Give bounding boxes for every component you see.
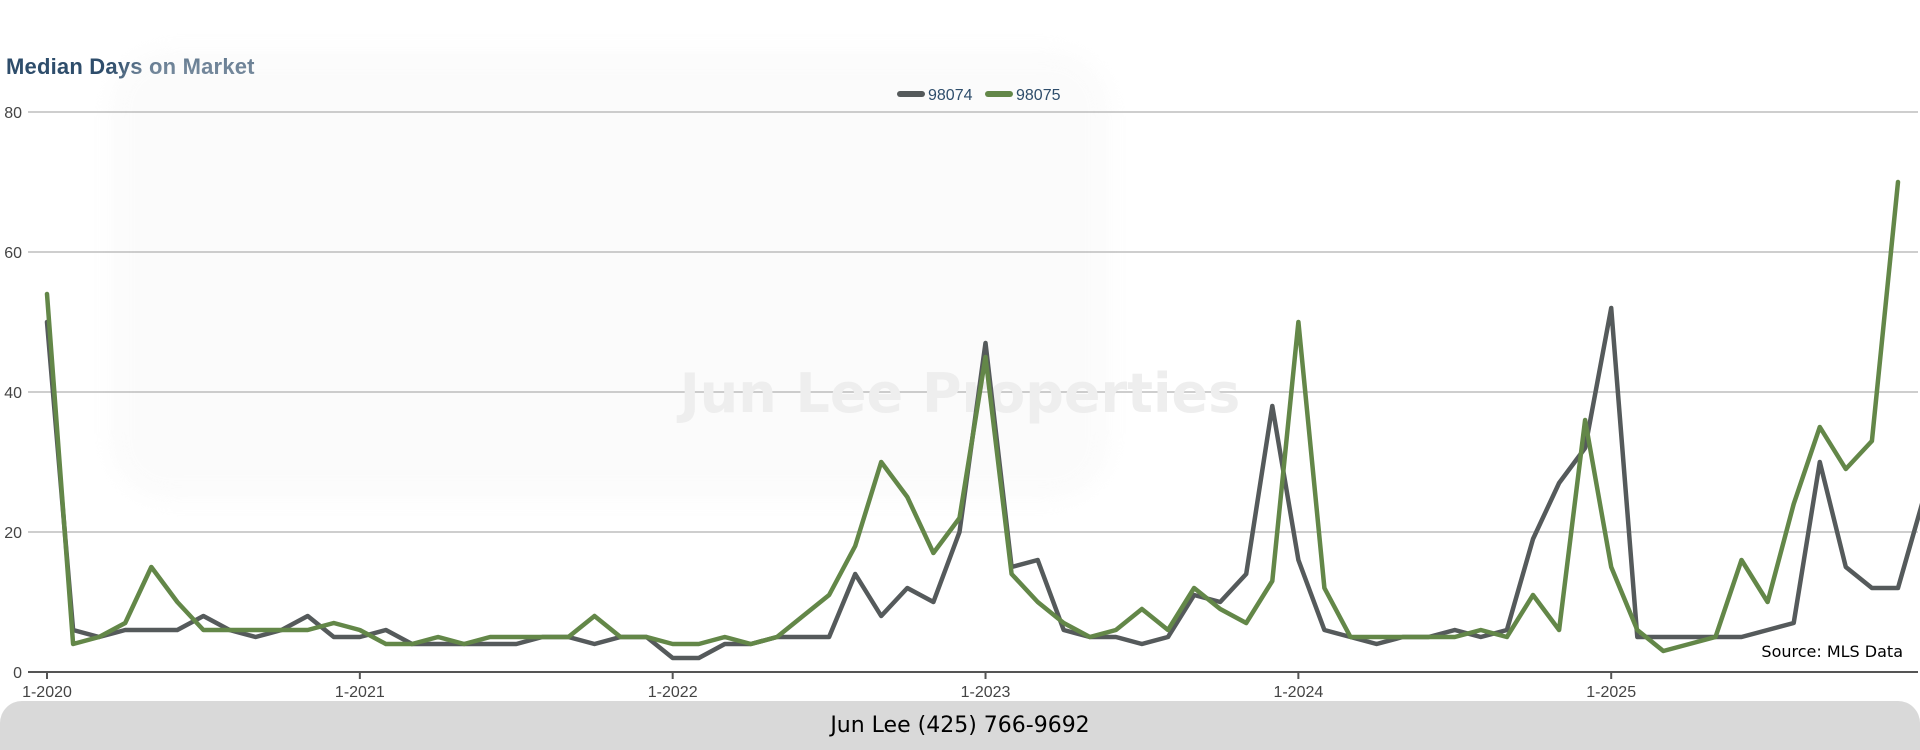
- y-tick-label: 40: [4, 385, 22, 402]
- series-line-98075: [44, 179, 1901, 654]
- y-tick-label: 80: [4, 105, 22, 122]
- y-tick-label: 0: [13, 665, 22, 682]
- footer-bar: Jun Lee (425) 766-9692: [0, 701, 1920, 750]
- y-tick-label: 20: [4, 525, 22, 542]
- legend-label-98075: 98075: [1016, 87, 1061, 104]
- x-tick-label: 1-2025: [1586, 684, 1636, 701]
- source-note: Source: MLS Data: [1761, 642, 1903, 661]
- watermark-panel: [110, 50, 1110, 500]
- series-line-98074: [44, 305, 1920, 661]
- x-tick-label: 1-2021: [335, 684, 385, 701]
- legend-label-98074: 98074: [928, 87, 973, 104]
- x-tick-label: 1-2022: [648, 684, 698, 701]
- footer-contact: Jun Lee (425) 766-9692: [830, 713, 1090, 738]
- x-tick-label: 1-2020: [22, 684, 72, 701]
- x-tick-label: 1-2023: [961, 684, 1011, 701]
- y-tick-label: 60: [4, 245, 22, 262]
- x-tick-label: 1-2024: [1273, 684, 1323, 701]
- watermark-text: Jun Lee Properties: [676, 362, 1241, 425]
